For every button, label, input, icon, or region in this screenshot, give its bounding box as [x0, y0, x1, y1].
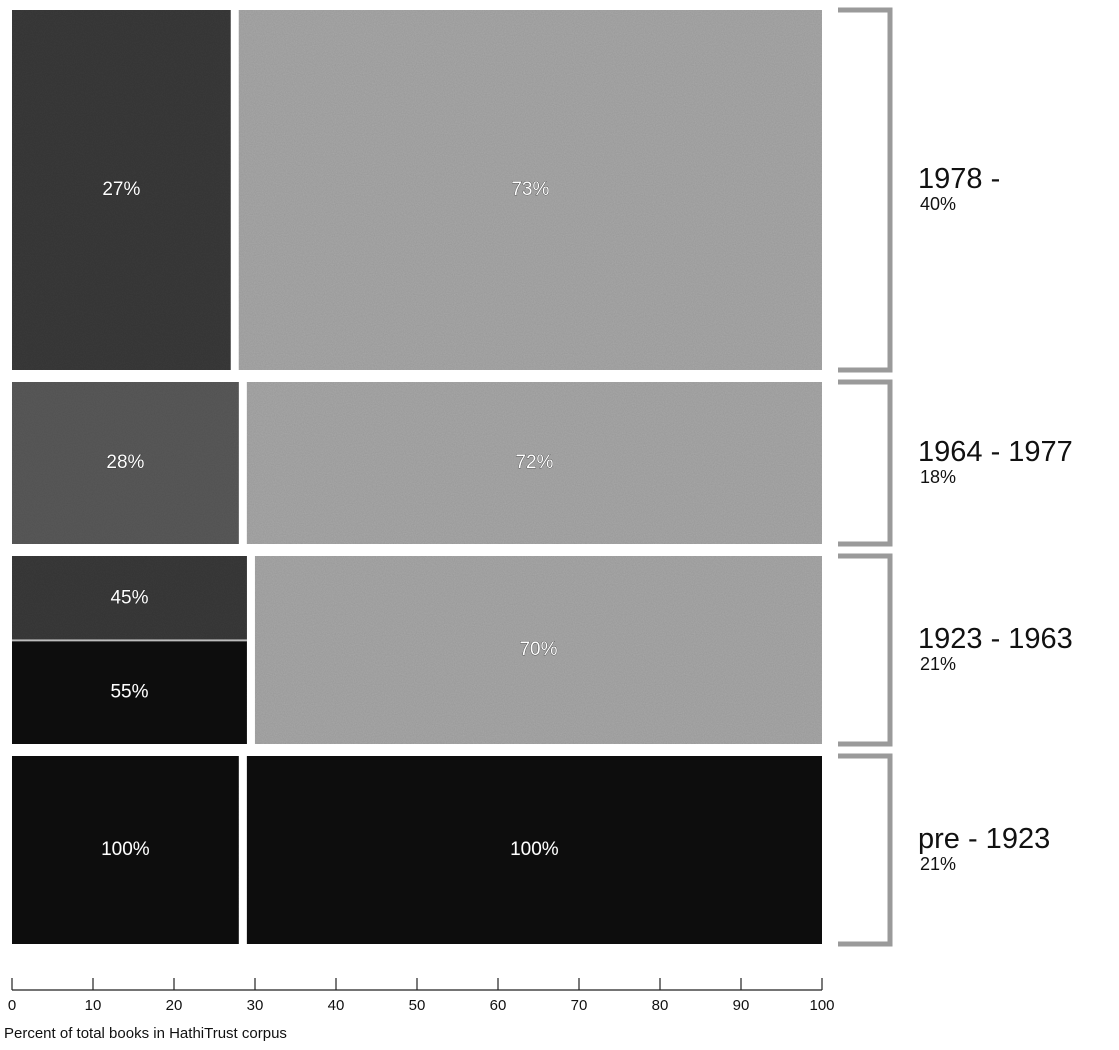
x-tick-label-5: 50 — [409, 997, 426, 1014]
share-label-0: 40% — [920, 194, 956, 214]
band-1 — [12, 382, 823, 544]
period-label-3: pre - 1923 — [918, 823, 1050, 855]
bar-1-1 — [246, 382, 823, 544]
bar-2-0 — [12, 556, 247, 640]
bar-0-0 — [12, 10, 231, 370]
bar-0-1 — [238, 10, 822, 370]
bar-label-2-0: 45% — [110, 587, 148, 608]
bar-label-1-1: 72% — [515, 452, 553, 473]
bar-label-2-1: 55% — [110, 681, 148, 702]
bars-layer — [12, 10, 823, 944]
x-tick-label-7: 70 — [571, 997, 588, 1014]
bar-1-0 — [12, 382, 239, 544]
x-tick-label-8: 80 — [652, 997, 669, 1014]
bracket-1 — [838, 379, 893, 547]
bracket-3 — [838, 753, 893, 947]
share-label-1: 18% — [920, 467, 956, 487]
period-label-2: 1923 - 1963 — [918, 623, 1073, 655]
share-label-3: 21% — [920, 854, 956, 874]
band-3 — [12, 756, 823, 944]
bar-2-2 — [254, 556, 822, 744]
x-axis: 0 10 20 30 40 50 60 70 80 90 100 Percent of total b… — [4, 978, 835, 1042]
x-tick-label-1: 10 — [85, 997, 102, 1014]
bar-label-0-0: 27% — [102, 179, 140, 200]
bracket-layer — [838, 7, 893, 947]
x-tick-label-0: 0 — [8, 997, 16, 1014]
bracket-2 — [838, 553, 893, 747]
x-tick-label-3: 30 — [247, 997, 264, 1014]
bar-3-1 — [246, 756, 823, 944]
bar-label-1-0: 28% — [106, 452, 144, 473]
x-tick-label-6: 60 — [490, 997, 507, 1014]
x-tick-label-10: 100 — [809, 997, 834, 1014]
period-label-1: 1964 - 1977 — [918, 436, 1073, 468]
bar-2-1 — [12, 640, 247, 744]
x-axis-title: Percent of total books in HathiTrust cor… — [4, 1025, 287, 1042]
bar-label-3-1: 100% — [510, 839, 559, 860]
bar-3-0 — [12, 756, 239, 944]
share-label-2: 21% — [920, 654, 956, 674]
x-tick-label-9: 90 — [733, 997, 750, 1014]
band-0 — [12, 10, 822, 370]
band-2 — [12, 556, 822, 744]
x-tick-label-4: 40 — [328, 997, 345, 1014]
x-tick-label-2: 20 — [166, 997, 183, 1014]
bracket-0 — [838, 7, 893, 373]
period-label-0: 1978 - — [918, 163, 1000, 195]
bar-label-2-2: 70% — [519, 639, 557, 660]
bar-label-0-1: 73% — [511, 179, 549, 200]
bar-label-3-0: 100% — [101, 839, 150, 860]
